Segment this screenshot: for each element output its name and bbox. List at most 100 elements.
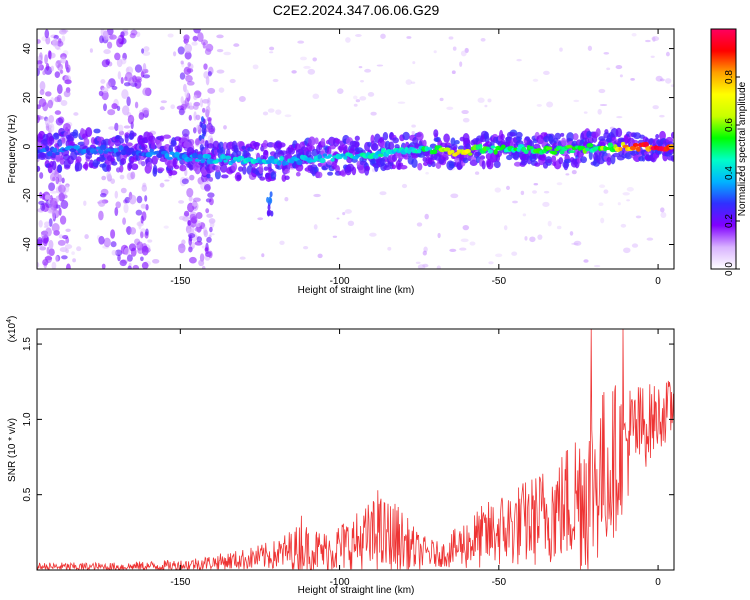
spectrogram-cell-498 (114, 190, 119, 199)
spectrogram-cell-47 (89, 48, 93, 53)
spectrogram-cell-200 (272, 78, 279, 83)
spectrogram-cell-236 (469, 241, 476, 246)
spectrogram-cell-37 (367, 92, 375, 97)
spectrogram-cell-317 (37, 67, 40, 77)
spectrogram-cell-363 (59, 215, 67, 225)
spectrogram-cell-1340 (417, 162, 423, 171)
spectrogram-y-tick-label-1: -20 (22, 188, 33, 203)
spectrogram-cell-928 (152, 167, 158, 177)
spectrogram-cell-1905 (450, 149, 455, 154)
spectrogram-cell-782 (61, 137, 66, 144)
spectrogram-cell-201 (364, 68, 372, 73)
spectrogram-cell-501 (101, 90, 109, 101)
spectrogram-cell-103 (313, 193, 321, 198)
spectrogram-cell-1977 (632, 143, 639, 147)
spectrogram-cell-737 (184, 35, 189, 46)
spectrogram-cell-595 (207, 87, 216, 94)
spectrogram-y-ticks: -40 -20 0 20 40 (22, 43, 674, 252)
spectrogram-cell-1838 (279, 155, 284, 162)
spectrogram-cell-232 (619, 74, 623, 78)
snr-x-tick-label-1: -100 (330, 577, 350, 588)
spectrogram-cell-102 (300, 56, 307, 61)
spectrogram-cell-348 (42, 101, 49, 112)
spectrogram-cell-687 (201, 265, 206, 269)
spectrogram-cell-145 (411, 124, 416, 128)
spectrogram-cell-751 (38, 152, 47, 161)
spectrogram-cell-577 (136, 241, 144, 251)
spectrogram-cell-644 (203, 63, 208, 70)
spectrogram-cell-735 (208, 250, 213, 259)
spectrogram-cell-1127 (281, 174, 287, 182)
spectrogram-cell-1750 (55, 151, 60, 156)
spectrogram-cell-104 (416, 222, 423, 227)
spectrogram-cell-42 (598, 202, 604, 206)
spectrogram-cell-685 (179, 72, 186, 80)
spectrogram-cell-411 (56, 84, 63, 95)
spectrogram-cell-300 (39, 81, 46, 91)
colorbar-strip (710, 28, 737, 270)
spectrogram-cell-415 (50, 200, 56, 211)
spectrogram-cell-441 (141, 261, 149, 269)
spectrogram-cell-861 (110, 154, 115, 162)
spectrogram-cell-108 (537, 234, 543, 240)
snr-scale-label: (x104) (6, 316, 18, 343)
spectrogram-cell-1817 (225, 155, 232, 160)
spectrogram-cell-216 (218, 87, 225, 93)
snr-y-tick-label-1: 1.0 (22, 412, 33, 426)
spectrogram-cell-936 (157, 167, 165, 172)
spectrogram-cell-1911 (464, 148, 471, 154)
spectrogram-cell-1898 (431, 149, 438, 155)
spectrogram-cell-23 (238, 96, 246, 102)
spectrogram-cell-368 (54, 71, 60, 78)
spectrogram-cell-1786 (145, 151, 153, 158)
spectrogram-cell-1579 (566, 132, 575, 142)
colorbar-tick-label-4: 0.8 (724, 70, 735, 84)
spectrogram-cell-650 (209, 220, 215, 229)
spectrogram-cell-1920 (487, 149, 494, 154)
spectrogram-marks (37, 29, 674, 269)
spectrogram-cell-545 (141, 107, 150, 115)
spectrogram-cell-26 (452, 46, 457, 51)
spectrogram-cell-951 (168, 144, 174, 154)
spectrogram-cell-181 (532, 78, 539, 82)
spectrogram-cell-548 (145, 228, 149, 236)
spectrogram-cell-1916 (478, 143, 483, 150)
spectrogram-cell-1506 (520, 159, 528, 166)
spectrogram-cell-105 (49, 190, 58, 194)
spectrogram-cell-739 (196, 220, 202, 228)
spectrogram-cell-662 (196, 124, 200, 131)
spectrogram-cell-62 (65, 228, 71, 232)
spectrogram-cell-546 (123, 203, 129, 214)
spectrogram-cell-115 (494, 187, 501, 193)
spectrogram-cell-1656 (617, 140, 622, 148)
spectrogram-cell-354 (44, 221, 50, 227)
spectrogram-cell-771 (52, 132, 60, 140)
spectrogram-cell-512 (123, 82, 131, 87)
spectrogram-cell-390 (44, 118, 51, 127)
spectrogram-cell-961 (173, 164, 180, 170)
spectrogram-cell-549 (140, 203, 147, 209)
spectrogram-cell-633 (196, 236, 202, 243)
spectrogram-cell-466 (140, 256, 144, 262)
spectrogram-cell-1342 (415, 131, 424, 141)
snr-x-tick-label-3: 0 (655, 577, 661, 588)
spectrogram-cell-1304 (392, 137, 399, 144)
spectrogram-cell-1465 (495, 154, 501, 162)
spectrogram-cell-1755 (66, 145, 74, 149)
spectrogram-cell-877 (120, 157, 127, 165)
spectrogram-cell-1794 (166, 156, 173, 160)
spectrogram-cell-152 (358, 66, 363, 69)
spectrogram-cell-89 (332, 235, 338, 238)
spectrogram-cell-1184 (316, 171, 323, 179)
spectrogram-cell-925 (151, 141, 156, 151)
spectrogram-cell-163 (209, 233, 215, 236)
spectrogram-cell-1135 (284, 175, 290, 181)
figure-title: C2E2.2024.347.06.06.G29 (273, 2, 440, 18)
spectrogram-cell-374 (59, 69, 64, 74)
spectrogram-cell-81 (533, 183, 539, 186)
spectrogram-cell-397 (55, 176, 60, 185)
spectrogram-cell-46 (229, 78, 236, 84)
spectrogram-cell-1360 (427, 157, 433, 165)
spectrogram-cell-382 (51, 223, 60, 233)
spectrogram-cell-872 (119, 137, 125, 144)
